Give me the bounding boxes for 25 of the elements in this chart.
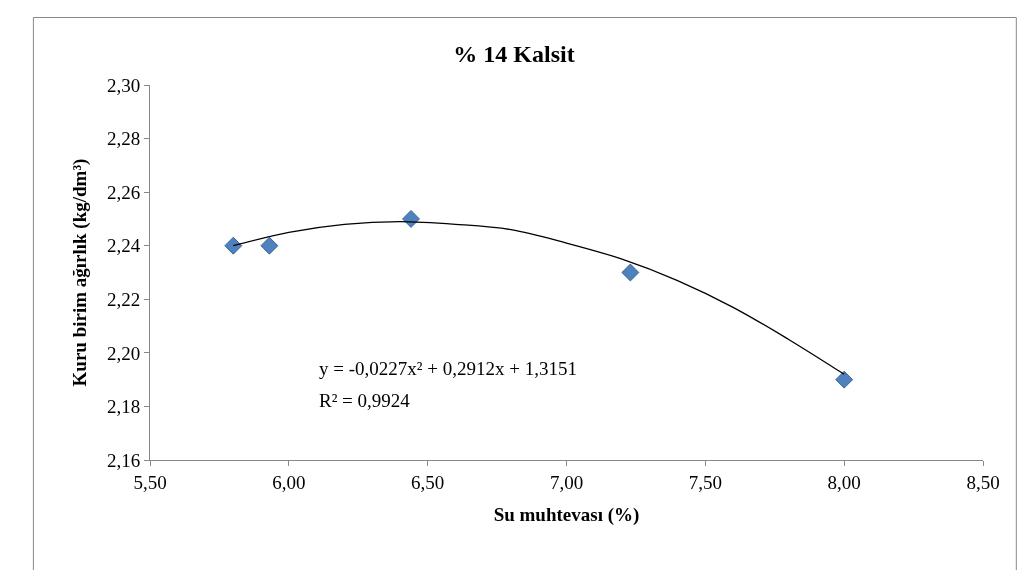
- x-tick-label: 7,50: [688, 471, 722, 493]
- x-tick-label: 7,00: [549, 471, 584, 493]
- y-tick-label: 2,20: [106, 342, 141, 364]
- y-tick-label: 2,26: [106, 181, 141, 203]
- point: [224, 236, 243, 255]
- x-tick-label: 6,00: [272, 471, 306, 493]
- x-tick-label: 5,50: [133, 471, 167, 493]
- x-tick-label: 8,00: [827, 471, 861, 493]
- point: [835, 370, 854, 389]
- x-tick-label: 8,50: [966, 471, 1000, 493]
- annotation: R² = 0,9924: [319, 390, 411, 411]
- point: [621, 263, 640, 282]
- y-tick-label: 2,16: [106, 449, 141, 471]
- point: [260, 236, 279, 255]
- y-tick-label: 2,24: [106, 235, 141, 257]
- y-tick-label: 2,28: [106, 128, 141, 150]
- y-tick-label: 2,30: [106, 74, 141, 96]
- point: [402, 209, 420, 228]
- chart-title: % 14 Kalsit: [453, 41, 575, 68]
- annotation: y = -0,0227x² + 0,2912x + 1,3151: [319, 358, 577, 379]
- y-tick-label: 2,22: [106, 288, 141, 310]
- y-axis-title: Kuru birim ağırlık (kg/dm³): [68, 158, 91, 387]
- y-tick-label: 2,18: [106, 396, 141, 418]
- x-tick-label: 6,50: [411, 471, 445, 493]
- x-axis-title: Su muhtevası (%): [493, 503, 640, 526]
